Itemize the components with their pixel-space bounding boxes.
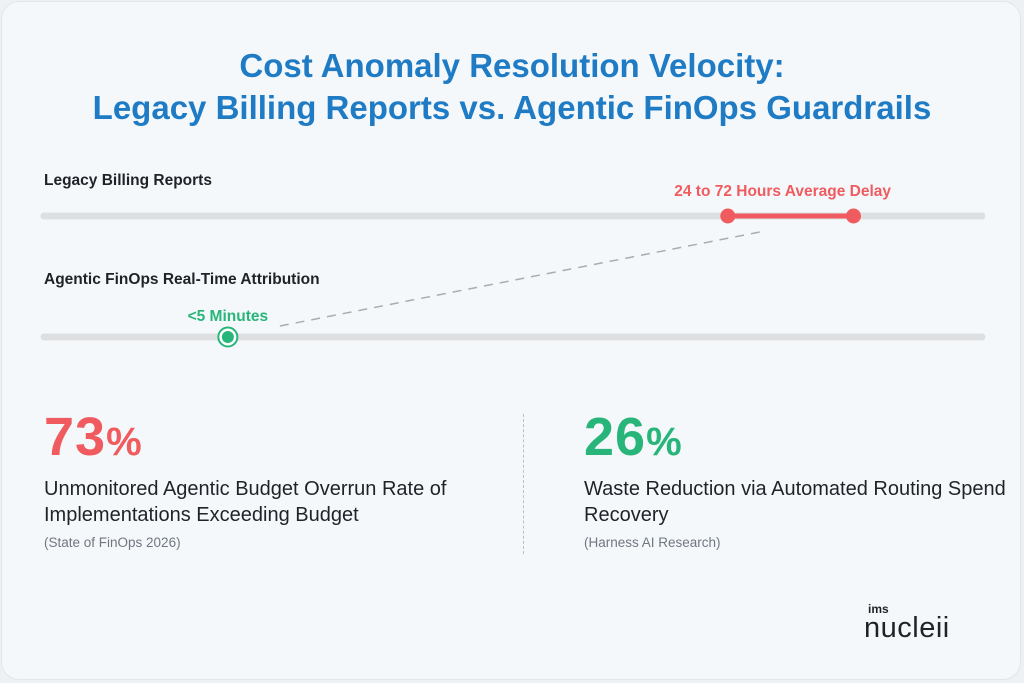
legacy-range-start-dot (720, 208, 736, 224)
stat-overrun-unit: % (106, 420, 143, 464)
legacy-delay-annotation: 24 to 72 Hours Average Delay (674, 183, 891, 200)
stat-overrun-source: (State of FinOps 2026) (44, 535, 181, 550)
connector-dashed-line (279, 231, 760, 327)
agentic-track-label: Agentic FinOps Real-Time Attribution (44, 271, 320, 288)
title-line-1: Cost Anomaly Resolution Velocity: (239, 47, 785, 84)
legacy-range-end-dot (845, 208, 861, 224)
logo-small-text: ims (868, 602, 889, 616)
legacy-track-label: Legacy Billing Reports (44, 172, 212, 189)
ims-nucleii-logo: ims nucleii (864, 602, 964, 648)
stat-waste-source: (Harness AI Research) (584, 535, 721, 550)
title-line-2: Legacy Billing Reports vs. Agentic FinOp… (92, 89, 932, 126)
logo-wordmark: nucleii (864, 612, 950, 644)
agentic-point-dot (221, 331, 234, 343)
stat-overrun-number: 73 (44, 407, 107, 467)
stat-waste-number: 26 (584, 407, 647, 467)
stat-overrun-value: 73% (44, 406, 143, 473)
agentic-time-annotation: <5 Minutes (188, 308, 269, 325)
stat-waste-description: Waste Reduction via Automated Routing Sp… (584, 478, 1006, 526)
stats-divider (523, 414, 524, 554)
stat-overrun-description: Unmonitored Agentic Budget Overrun Rate … (44, 478, 447, 526)
stat-waste-unit: % (646, 420, 683, 464)
stat-waste-value: 26% (584, 406, 683, 473)
velocity-tracks: 24 to 72 Hours Average Delay <5 Minutes (40, 183, 986, 348)
